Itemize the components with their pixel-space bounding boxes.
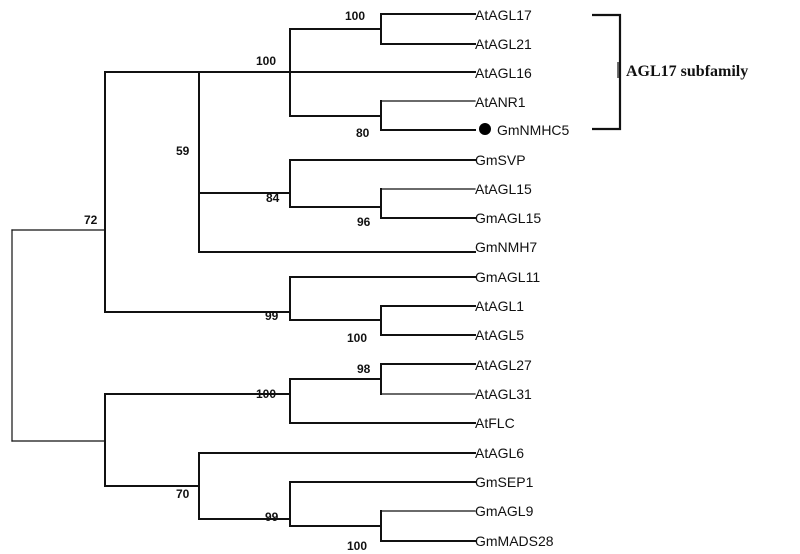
leaf-label-gmsvp: GmSVP [475,152,526,168]
bootstrap-value: 96 [357,215,371,229]
bootstrap-value: 100 [256,387,276,401]
leaf-label-atagl21: AtAGL21 [475,36,532,52]
leaf-label-atagl5: AtAGL5 [475,327,524,343]
leaf-label-gmnmhc5: GmNMHC5 [497,122,570,138]
tree-branches [11,13,476,542]
bootstrap-value: 70 [176,487,190,501]
leaf-label-gmnmh7: GmNMH7 [475,239,537,255]
leaf-label-atagl1: AtAGL1 [475,298,524,314]
bootstrap-value: 59 [176,144,190,158]
bootstrap-value: 100 [347,539,367,553]
bootstrap-value: 80 [356,126,370,140]
leaf-label-gmsep1: GmSEP1 [475,474,534,490]
leaf-label-gmagl11: GmAGL11 [475,269,540,285]
bootstrap-value: 72 [84,213,98,227]
bootstrap-value: 99 [265,510,279,524]
leaf-label-atagl15: AtAGL15 [475,181,532,197]
bootstrap-value: 100 [347,331,367,345]
leaf-label-atagl27: AtAGL27 [475,357,532,373]
bootstrap-value: 99 [265,309,279,323]
subfamily-label: AGL17 subfamily [626,63,748,80]
subfamily-bracket [592,13,622,131]
leaf-label-gmmads28: GmMADS28 [475,533,554,549]
marker-dot-icon [479,123,491,135]
leaf-label-atagl17: AtAGL17 [475,7,532,23]
leaf-label-gmagl15: GmAGL15 [475,210,541,226]
leaf-label-gmagl9: GmAGL9 [475,503,534,519]
leaf-label-atagl31: AtAGL31 [475,386,532,402]
bootstrap-value: 84 [266,191,280,205]
bootstrap-value: 98 [357,362,371,376]
leaf-label-atagl6: AtAGL6 [475,445,524,461]
leaf-label-atflc: AtFLC [475,415,515,431]
bootstrap-value: 100 [345,9,365,23]
leaf-label-atanr1: AtANR1 [475,94,526,110]
leaf-label-atagl16: AtAGL16 [475,65,532,81]
bootstrap-value: 100 [256,54,276,68]
